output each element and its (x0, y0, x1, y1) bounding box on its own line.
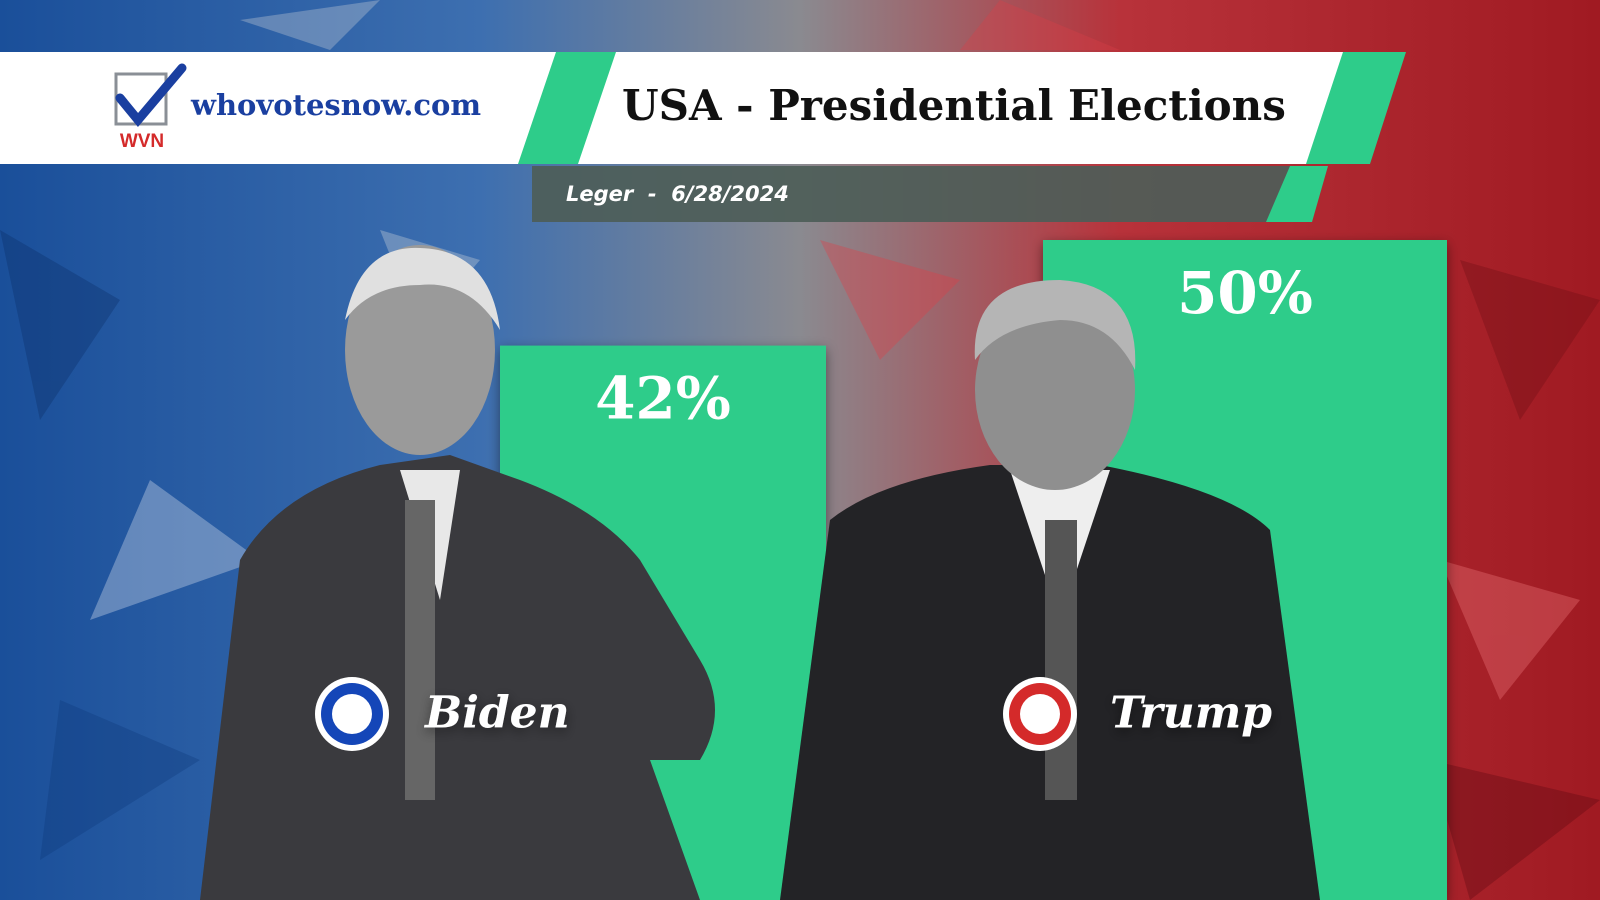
party-icon-inner (1020, 694, 1060, 734)
logo-text: WVN (120, 131, 164, 152)
chart-subtitle: Leger - 6/28/2024 (566, 182, 789, 206)
title-band (578, 52, 1345, 164)
candidate-name: Trump (1110, 688, 1272, 739)
candidate-name: Biden (423, 688, 570, 739)
site-name: whovotesnow.com (190, 88, 481, 122)
header-accent (1306, 52, 1406, 164)
photo-biden (200, 245, 715, 900)
logo (114, 63, 187, 128)
party-icon-inner (332, 694, 372, 734)
header-band (0, 52, 560, 164)
header-accent (518, 52, 618, 164)
chart-title: USA - Presidential Elections (622, 81, 1286, 130)
subtitle-band (532, 166, 1300, 222)
subtitle-accent (1266, 166, 1328, 222)
value-label: 50% (1177, 259, 1313, 327)
value-label: 42% (595, 365, 731, 433)
